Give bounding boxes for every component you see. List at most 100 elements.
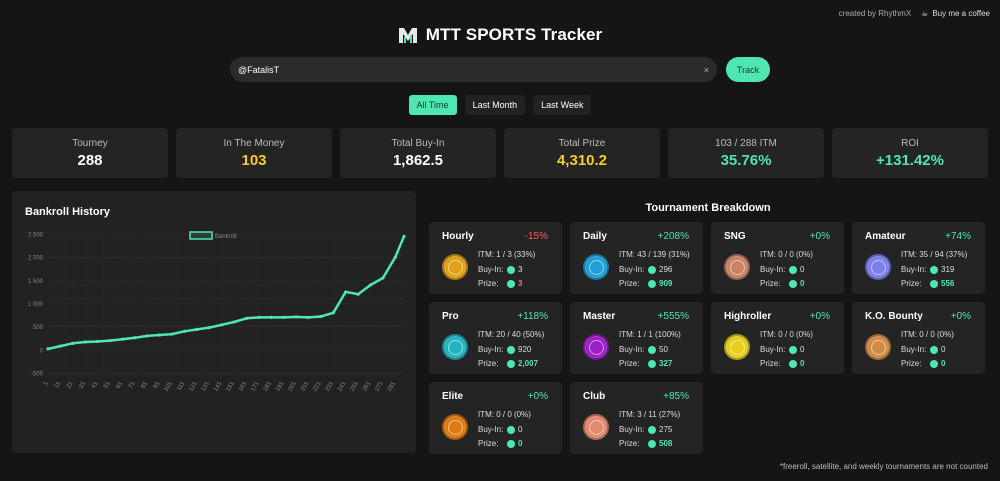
prize-label: Prize: — [760, 359, 781, 368]
card-buyin-row: Buy-In: 319 — [901, 265, 954, 274]
coin-icon — [507, 359, 515, 368]
stat-itm: 103 / 288 ITM 35.76% — [668, 128, 824, 178]
filter-all-time[interactable]: All Time — [408, 95, 457, 115]
bankroll-point — [381, 276, 385, 280]
logo-icon — [398, 28, 417, 43]
prize-value: 556 — [941, 279, 955, 288]
coin-icon — [789, 279, 797, 288]
x-tick-label: 151 — [226, 380, 237, 392]
buyin-label: Buy-In: — [901, 345, 927, 354]
y-tick-label: 1 500 — [28, 279, 44, 285]
bankroll-title: Bankroll History — [25, 206, 110, 218]
buyin-label: Buy-In: — [760, 265, 786, 274]
card-buyin-row: Buy-In: 920 — [478, 345, 531, 354]
prize-label: Prize: — [478, 279, 499, 288]
legend-swatch — [189, 231, 213, 240]
x-tick-label: 241 — [337, 380, 348, 392]
breakdown-card-amateur: Amateur +74% ITM: 35 / 94 (37%) Buy-In: 319 P… — [852, 222, 985, 294]
buyin-label: Buy-In: — [478, 345, 504, 354]
x-tick-label: 211 — [300, 380, 310, 392]
card-buyin-row: Buy-In: 3 — [478, 265, 522, 274]
x-tick-label: 181 — [263, 380, 274, 392]
x-tick-label: 221 — [312, 380, 323, 392]
bankroll-point — [182, 329, 187, 333]
breakdown-card-highroller: Highroller +0% ITM: 0 / 0 (0%) Buy-In: 0 Priz… — [711, 302, 844, 374]
bankroll-point — [170, 332, 174, 336]
stat-value: 1,862.5 — [392, 151, 444, 169]
coin-icon — [789, 265, 797, 274]
card-itm: ITM: 1 / 1 (100%) — [619, 330, 681, 339]
breakdown-title: Tournament Breakdown — [645, 202, 771, 214]
x-tick-label: 41 — [91, 380, 100, 389]
bankroll-point — [133, 336, 137, 340]
bankroll-point — [46, 347, 50, 351]
trophy-badge-icon — [724, 334, 750, 360]
bankroll-point — [71, 341, 75, 345]
buyin-label: Buy-In: — [760, 345, 786, 354]
app-title: MTT SPORTS Tracker — [425, 25, 603, 44]
card-name: K.O. Bounty — [865, 311, 923, 322]
card-name: Master — [583, 311, 616, 322]
prize-value: 327 — [659, 359, 673, 368]
footnote: *freeroll, satellite, and weekly tournam… — [779, 462, 988, 471]
coin-icon — [930, 345, 938, 354]
prize-value: 0 — [941, 359, 946, 368]
coin-icon — [507, 345, 515, 354]
breakdown-card-master: Master +555% ITM: 1 / 1 (100%) Buy-In: 50 Pri… — [570, 302, 703, 374]
coin-icon — [930, 279, 938, 288]
stat-label: 103 / 288 ITM — [715, 137, 777, 149]
buyin-label: Buy-In: — [478, 425, 504, 434]
x-tick-label: 121 — [188, 380, 199, 392]
x-tick-label: 11 — [54, 380, 63, 389]
coin-icon — [648, 439, 656, 448]
bankroll-point — [58, 344, 63, 348]
prize-value: 0 — [800, 279, 805, 288]
x-tick-label: 81 — [140, 380, 149, 389]
trophy-badge-icon — [865, 254, 891, 280]
trophy-badge-icon — [442, 414, 468, 440]
card-itm: ITM: 35 / 94 (37%) — [901, 250, 968, 259]
bankroll-point — [269, 315, 273, 319]
card-prize-row: Prize: 3 — [478, 279, 522, 288]
card-buyin-row: Buy-In: 0 — [901, 345, 945, 354]
credits: created by RhythmX ☕ Buy me a coffee — [839, 9, 990, 18]
buyin-value: 275 — [659, 425, 673, 434]
created-by-link[interactable]: created by RhythmX — [838, 9, 912, 18]
x-tick-label: 61 — [116, 380, 125, 389]
trophy-badge-icon — [442, 334, 468, 360]
track-button[interactable]: Track — [726, 57, 770, 82]
prize-value: 0 — [800, 359, 805, 368]
trophy-badge-icon — [583, 414, 609, 440]
bankroll-point — [108, 338, 112, 343]
card-roi: +0% — [809, 311, 830, 322]
x-tick-label: 131 — [201, 380, 212, 392]
bankroll-point — [331, 311, 335, 315]
x-tick-label: 91 — [153, 380, 162, 389]
clear-icon[interactable]: × — [703, 64, 709, 75]
card-prize-row: Prize: 2,007 — [478, 359, 538, 368]
y-tick-label: -500 — [31, 372, 44, 378]
filter-last-week[interactable]: Last Week — [533, 95, 592, 115]
buyin-value: 0 — [800, 345, 805, 354]
card-buyin-row: Buy-In: 0 — [478, 425, 522, 434]
coin-icon — [507, 265, 515, 274]
coin-icon — [648, 279, 656, 288]
x-tick-label: 101 — [164, 380, 175, 392]
filter-last-month[interactable]: Last Month — [464, 95, 526, 115]
card-roi: +0% — [950, 311, 971, 322]
buy-me-a-coffee-link[interactable]: ☕ Buy me a coffee — [921, 9, 990, 18]
search-bar: × — [230, 57, 717, 82]
breakdown-grid: Hourly -15% ITM: 1 / 3 (33%) Buy-In: 3 Prize:… — [429, 222, 985, 454]
username-input[interactable] — [238, 64, 704, 75]
y-tick-label: 0 — [40, 348, 44, 354]
bankroll-point — [319, 314, 323, 319]
card-itm: ITM: 0 / 0 (0%) — [901, 330, 954, 339]
prize-label: Prize: — [478, 439, 499, 448]
bankroll-point — [282, 315, 286, 319]
card-prize-row: Prize: 0 — [901, 359, 945, 368]
bankroll-point — [244, 316, 249, 320]
bankroll-point — [232, 320, 236, 324]
trophy-badge-icon — [442, 254, 468, 280]
coffee-icon: ☕ — [921, 9, 929, 18]
